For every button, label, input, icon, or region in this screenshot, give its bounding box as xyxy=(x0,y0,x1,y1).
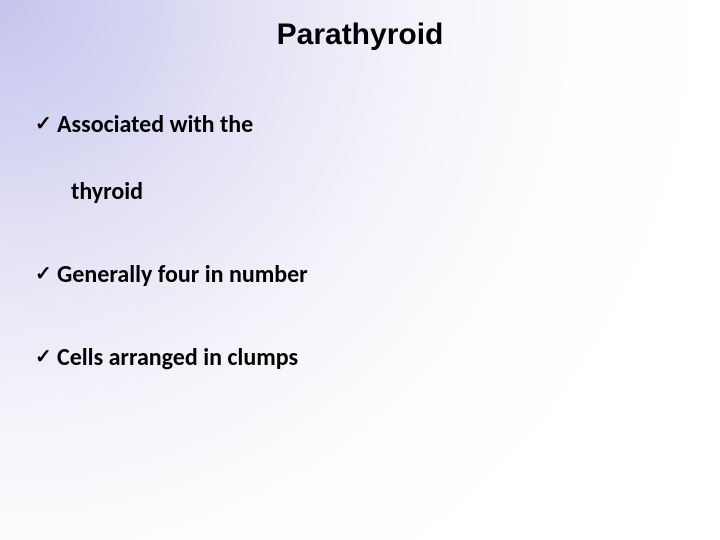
slide-title: Parathyroid xyxy=(0,18,720,52)
list-item: ✓ Cells arranged in clumps xyxy=(35,343,680,372)
checkmark-icon: ✓ xyxy=(35,264,57,284)
bullet-text: Generally four in number xyxy=(57,260,680,289)
slide: Parathyroid ✓ Associated with the thyroi… xyxy=(0,0,720,540)
list-item: ✓ Associated with the xyxy=(35,110,680,139)
bullet-text: Associated with the xyxy=(57,110,680,139)
bullet-text: Cells arranged in clumps xyxy=(57,343,680,372)
checkmark-icon: ✓ xyxy=(35,114,57,134)
checkmark-icon: ✓ xyxy=(35,347,57,367)
list-item: ✓ Generally four in number xyxy=(35,260,680,289)
bullet-list: ✓ Associated with the thyroid ✓ Generall… xyxy=(35,110,680,426)
bullet-continuation: thyroid xyxy=(71,177,680,206)
